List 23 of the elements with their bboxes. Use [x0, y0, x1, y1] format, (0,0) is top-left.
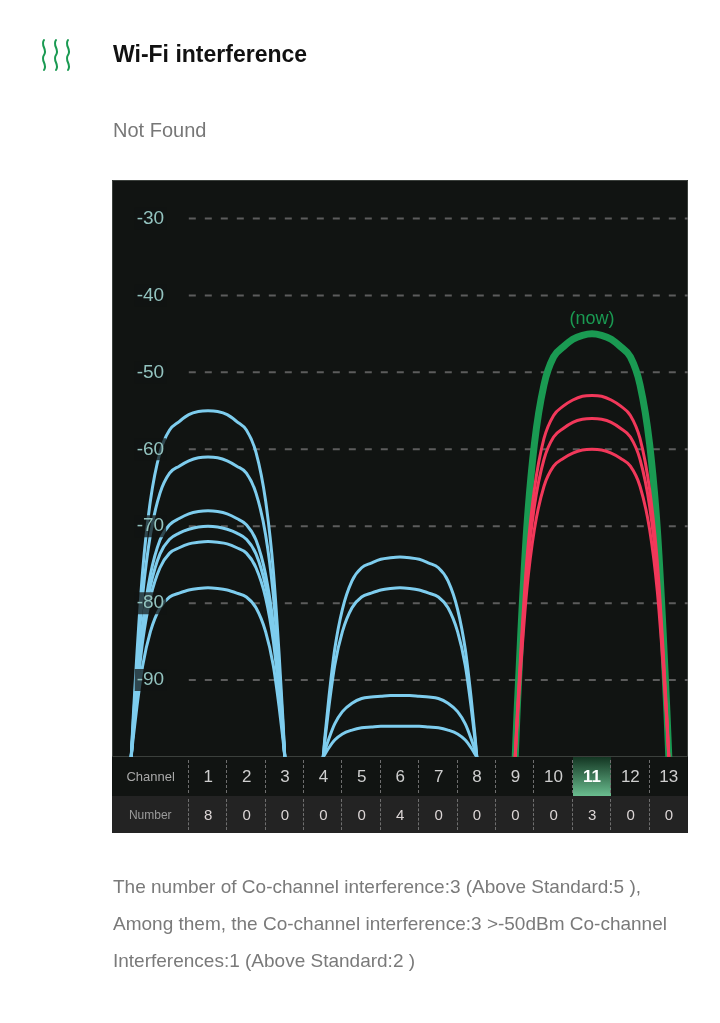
x-tick-label: 9 — [510, 766, 521, 787]
x-tick-label: 12 — [620, 766, 640, 787]
y-tick-label: -30 — [136, 206, 165, 228]
chart-title: Wi-Fi interference — [113, 41, 308, 68]
y-tick-label: -40 — [136, 283, 165, 305]
x-tick-label: 11 — [583, 766, 601, 787]
x-tick-label: 2 — [241, 766, 252, 787]
table-row: Channel 1 2 3 4 5 6 7 8 9 10 11 12 13 — [112, 757, 688, 796]
series-label: (now) — [569, 307, 615, 328]
x-tick-label: 6 — [395, 766, 405, 787]
x-tick-label: 8 — [472, 766, 482, 787]
x-tick-label: 10 — [544, 766, 564, 787]
x-tick-label: 4 — [318, 766, 329, 787]
text: The number of Co-channel interference:3 (Above Standard:5 ), Among them, the Co-channel interference:3 >-50dBm Co-channel Interferences:1 (Above Standard:2 ) — [113, 875, 668, 973]
table-row: Number 8 0 0 0 0 4 0 0 0 0 3 0 0 — [112, 796, 688, 833]
chart-subtitle: Not Found — [113, 119, 207, 142]
x-tick-label: 7 — [433, 766, 444, 787]
x-tick-label: 5 — [357, 766, 367, 787]
x-axis-title: Channel — [126, 769, 175, 784]
x-tick-label: 13 — [659, 766, 679, 787]
x-tick-label: 3 — [280, 766, 290, 787]
y-tick-label: -50 — [136, 360, 165, 382]
x-tick-label: 1 — [203, 766, 213, 787]
